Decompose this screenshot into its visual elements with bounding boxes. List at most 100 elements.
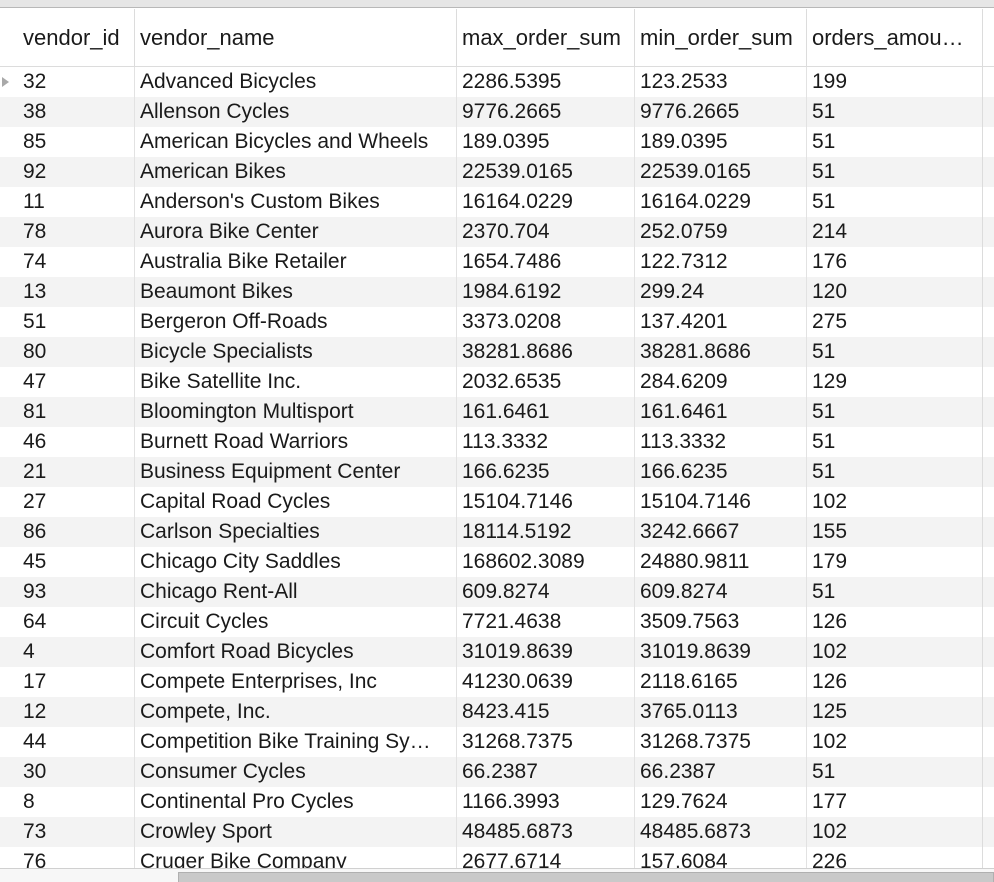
- row-gutter[interactable]: [0, 217, 18, 247]
- cell-orders-amount[interactable]: 51: [806, 157, 982, 187]
- cell-vendor-name[interactable]: Bergeron Off-Roads: [134, 307, 456, 337]
- cell-min-order-sum[interactable]: 24880.9811: [634, 547, 806, 577]
- cell-vendor-id[interactable]: 85: [23, 130, 47, 153]
- table-row[interactable]: 86 Carlson Specialties 18114.5192 3242.6667…: [0, 517, 994, 547]
- table-row[interactable]: 27 Capital Road Cycles 15104.7146 15104.714…: [0, 487, 994, 517]
- cell-orders-amount[interactable]: 51: [806, 127, 982, 157]
- row-gutter[interactable]: [0, 397, 18, 427]
- cell-min-order-sum[interactable]: 161.6461: [634, 397, 806, 427]
- cell-vendor-id[interactable]: 38: [23, 100, 47, 123]
- table-row[interactable]: 93 Chicago Rent-All 609.8274 609.8274 51: [0, 577, 994, 607]
- cell-max-order-sum[interactable]: 2286.5395: [456, 67, 634, 97]
- cell-orders-amount[interactable]: 214: [806, 217, 982, 247]
- row-gutter[interactable]: [0, 817, 18, 847]
- cell-vendor-id[interactable]: 64: [23, 610, 47, 633]
- cell-vendor-name[interactable]: American Bicycles and Wheels: [134, 127, 456, 157]
- cell-min-order-sum[interactable]: 48485.6873: [634, 817, 806, 847]
- cell-vendor-name[interactable]: Bicycle Specialists: [134, 337, 456, 367]
- cell-vendor-id[interactable]: 44: [23, 730, 47, 753]
- row-gutter[interactable]: [0, 337, 18, 367]
- cell-vendor-name[interactable]: Carlson Specialties: [134, 517, 456, 547]
- cell-vendor-name[interactable]: Crowley Sport: [134, 817, 456, 847]
- table-row[interactable]: 81 Bloomington Multisport 161.6461 161.6461…: [0, 397, 994, 427]
- row-gutter[interactable]: [0, 127, 18, 157]
- table-row[interactable]: 11 Anderson's Custom Bikes 16164.0229 16164…: [0, 187, 994, 217]
- cell-max-order-sum[interactable]: 189.0395: [456, 127, 634, 157]
- cell-orders-amount[interactable]: 102: [806, 817, 982, 847]
- cell-max-order-sum[interactable]: 166.6235: [456, 457, 634, 487]
- cell-vendor-name[interactable]: Bike Satellite Inc.: [134, 367, 456, 397]
- cell-vendor-name[interactable]: American Bikes: [134, 157, 456, 187]
- cell-orders-amount[interactable]: 179: [806, 547, 982, 577]
- cell-vendor-id[interactable]: 17: [23, 670, 47, 693]
- row-gutter[interactable]: [0, 307, 18, 337]
- cell-min-order-sum[interactable]: 3509.7563: [634, 607, 806, 637]
- cell-vendor-id[interactable]: 11: [23, 190, 45, 213]
- column-header-min-order-sum[interactable]: min_order_sum: [634, 9, 806, 66]
- cell-orders-amount[interactable]: 177: [806, 787, 982, 817]
- cell-vendor-name[interactable]: Continental Pro Cycles: [134, 787, 456, 817]
- cell-vendor-name[interactable]: Allenson Cycles: [134, 97, 456, 127]
- cell-orders-amount[interactable]: 176: [806, 247, 982, 277]
- row-gutter[interactable]: [0, 487, 18, 517]
- cell-vendor-id[interactable]: 21: [23, 460, 47, 483]
- cell-min-order-sum[interactable]: 16164.0229: [634, 187, 806, 217]
- column-header-orders-amount[interactable]: orders_amou…: [806, 9, 982, 66]
- cell-vendor-name[interactable]: Bloomington Multisport: [134, 397, 456, 427]
- cell-vendor-name[interactable]: Burnett Road Warriors: [134, 427, 456, 457]
- row-gutter[interactable]: [0, 607, 18, 637]
- cell-vendor-id[interactable]: 80: [23, 340, 47, 363]
- cell-max-order-sum[interactable]: 66.2387: [456, 757, 634, 787]
- row-gutter[interactable]: [0, 787, 18, 817]
- cell-max-order-sum[interactable]: 31019.8639: [456, 637, 634, 667]
- cell-max-order-sum[interactable]: 7721.4638: [456, 607, 634, 637]
- table-row[interactable]: 92 American Bikes 22539.0165 22539.0165 51: [0, 157, 994, 187]
- cell-min-order-sum[interactable]: 9776.2665: [634, 97, 806, 127]
- cell-min-order-sum[interactable]: 15104.7146: [634, 487, 806, 517]
- cell-max-order-sum[interactable]: 16164.0229: [456, 187, 634, 217]
- table-row[interactable]: 73 Crowley Sport 48485.6873 48485.6873 102: [0, 817, 994, 847]
- cell-vendor-id[interactable]: 74: [23, 250, 47, 273]
- cell-vendor-name[interactable]: Australia Bike Retailer: [134, 247, 456, 277]
- row-gutter[interactable]: [0, 547, 18, 577]
- cell-vendor-id[interactable]: 8: [23, 790, 35, 813]
- cell-orders-amount[interactable]: 102: [806, 727, 982, 757]
- cell-max-order-sum[interactable]: 1654.7486: [456, 247, 634, 277]
- cell-min-order-sum[interactable]: 122.7312: [634, 247, 806, 277]
- cell-orders-amount[interactable]: 51: [806, 337, 982, 367]
- cell-vendor-name[interactable]: Chicago City Saddles: [134, 547, 456, 577]
- cell-orders-amount[interactable]: 275: [806, 307, 982, 337]
- cell-orders-amount[interactable]: 120: [806, 277, 982, 307]
- cell-min-order-sum[interactable]: 609.8274: [634, 577, 806, 607]
- table-row[interactable]: 74 Australia Bike Retailer 1654.7486 122.73…: [0, 247, 994, 277]
- table-row[interactable]: 47 Bike Satellite Inc. 2032.6535 284.6209 12…: [0, 367, 994, 397]
- table-row[interactable]: 8 Continental Pro Cycles 1166.3993 129.7624…: [0, 787, 994, 817]
- cell-vendor-id[interactable]: 93: [23, 580, 47, 603]
- cell-max-order-sum[interactable]: 48485.6873: [456, 817, 634, 847]
- row-gutter[interactable]: [0, 67, 18, 97]
- cell-vendor-id[interactable]: 78: [23, 220, 47, 243]
- cell-vendor-name[interactable]: Comfort Road Bicycles: [134, 637, 456, 667]
- cell-orders-amount[interactable]: 102: [806, 487, 982, 517]
- column-header-max-order-sum[interactable]: max_order_sum: [456, 9, 634, 66]
- cell-orders-amount[interactable]: 226: [806, 847, 982, 877]
- cell-min-order-sum[interactable]: 22539.0165: [634, 157, 806, 187]
- cell-min-order-sum[interactable]: 252.0759: [634, 217, 806, 247]
- cell-max-order-sum[interactable]: 15104.7146: [456, 487, 634, 517]
- cell-vendor-id[interactable]: 86: [23, 520, 47, 543]
- table-row[interactable]: 51 Bergeron Off-Roads 3373.0208 137.4201 275: [0, 307, 994, 337]
- table-row[interactable]: 32 Advanced Bicycles 2286.5395 123.2533 199: [0, 67, 994, 97]
- cell-vendor-id[interactable]: 12: [23, 700, 47, 723]
- cell-max-order-sum[interactable]: 113.3332: [456, 427, 634, 457]
- cell-min-order-sum[interactable]: 31268.7375: [634, 727, 806, 757]
- cell-orders-amount[interactable]: 51: [806, 187, 982, 217]
- cell-max-order-sum[interactable]: 8423.415: [456, 697, 634, 727]
- cell-vendor-name[interactable]: Consumer Cycles: [134, 757, 456, 787]
- table-row[interactable]: 38 Allenson Cycles 9776.2665 9776.2665 51: [0, 97, 994, 127]
- cell-min-order-sum[interactable]: 38281.8686: [634, 337, 806, 367]
- table-row[interactable]: 4 Comfort Road Bicycles 31019.8639 31019.86…: [0, 637, 994, 667]
- table-row[interactable]: 64 Circuit Cycles 7721.4638 3509.7563 126: [0, 607, 994, 637]
- cell-orders-amount[interactable]: 125: [806, 697, 982, 727]
- cell-max-order-sum[interactable]: 2370.704: [456, 217, 634, 247]
- row-gutter[interactable]: [0, 247, 18, 277]
